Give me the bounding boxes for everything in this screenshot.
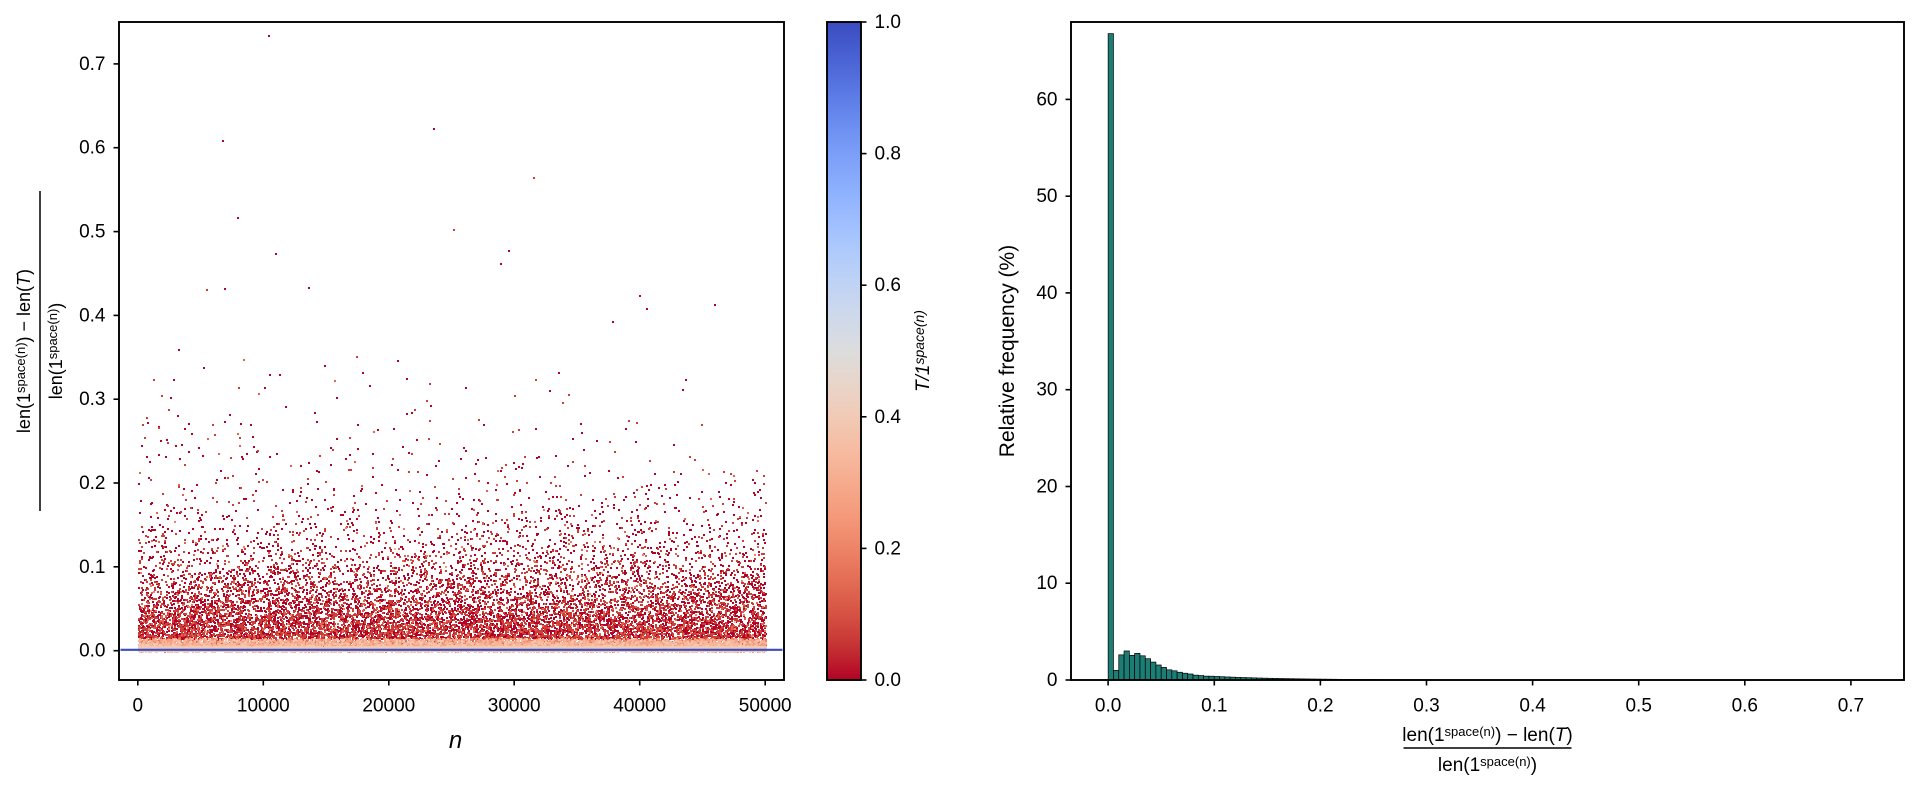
svg-text:50000: 50000 (739, 696, 792, 717)
svg-text:0.0: 0.0 (1095, 696, 1121, 717)
svg-text:0.2: 0.2 (875, 538, 901, 559)
svg-text:0.7: 0.7 (79, 54, 105, 75)
svg-text:0.4: 0.4 (875, 407, 902, 428)
svg-text:0: 0 (133, 696, 144, 717)
svg-text:20000: 20000 (362, 696, 415, 717)
svg-text:0.3: 0.3 (1413, 696, 1439, 717)
svg-text:n: n (449, 727, 462, 754)
svg-text:0.5: 0.5 (1625, 696, 1651, 717)
svg-text:0.6: 0.6 (79, 138, 105, 159)
svg-text:0.8: 0.8 (875, 144, 901, 165)
svg-text:0.6: 0.6 (875, 275, 901, 296)
svg-text:0.5: 0.5 (79, 222, 105, 243)
svg-text:0.2: 0.2 (1307, 696, 1333, 717)
svg-text:40000: 40000 (613, 696, 666, 717)
svg-text:0.1: 0.1 (1201, 696, 1227, 717)
svg-text:10000: 10000 (237, 696, 290, 717)
svg-text:10: 10 (1036, 573, 1057, 594)
svg-text:30000: 30000 (488, 696, 541, 717)
svg-text:0.6: 0.6 (1732, 696, 1758, 717)
svg-text:0.4: 0.4 (1519, 696, 1546, 717)
svg-text:50: 50 (1036, 186, 1057, 207)
svg-text:1.0: 1.0 (875, 12, 901, 33)
svg-text:0.2: 0.2 (79, 473, 105, 494)
svg-text:0: 0 (1047, 670, 1058, 691)
svg-text:40: 40 (1036, 283, 1057, 304)
svg-text:0.1: 0.1 (79, 557, 105, 578)
svg-text:30: 30 (1036, 380, 1057, 401)
svg-text:0.4: 0.4 (79, 305, 106, 326)
svg-text:0.3: 0.3 (79, 389, 105, 410)
svg-text:60: 60 (1036, 89, 1057, 110)
svg-text:0.0: 0.0 (875, 670, 901, 691)
svg-text:20: 20 (1036, 477, 1057, 498)
svg-text:0.7: 0.7 (1838, 696, 1864, 717)
svg-text:Relative frequency (%): Relative frequency (%) (996, 245, 1019, 457)
svg-text:0.0: 0.0 (79, 641, 105, 662)
